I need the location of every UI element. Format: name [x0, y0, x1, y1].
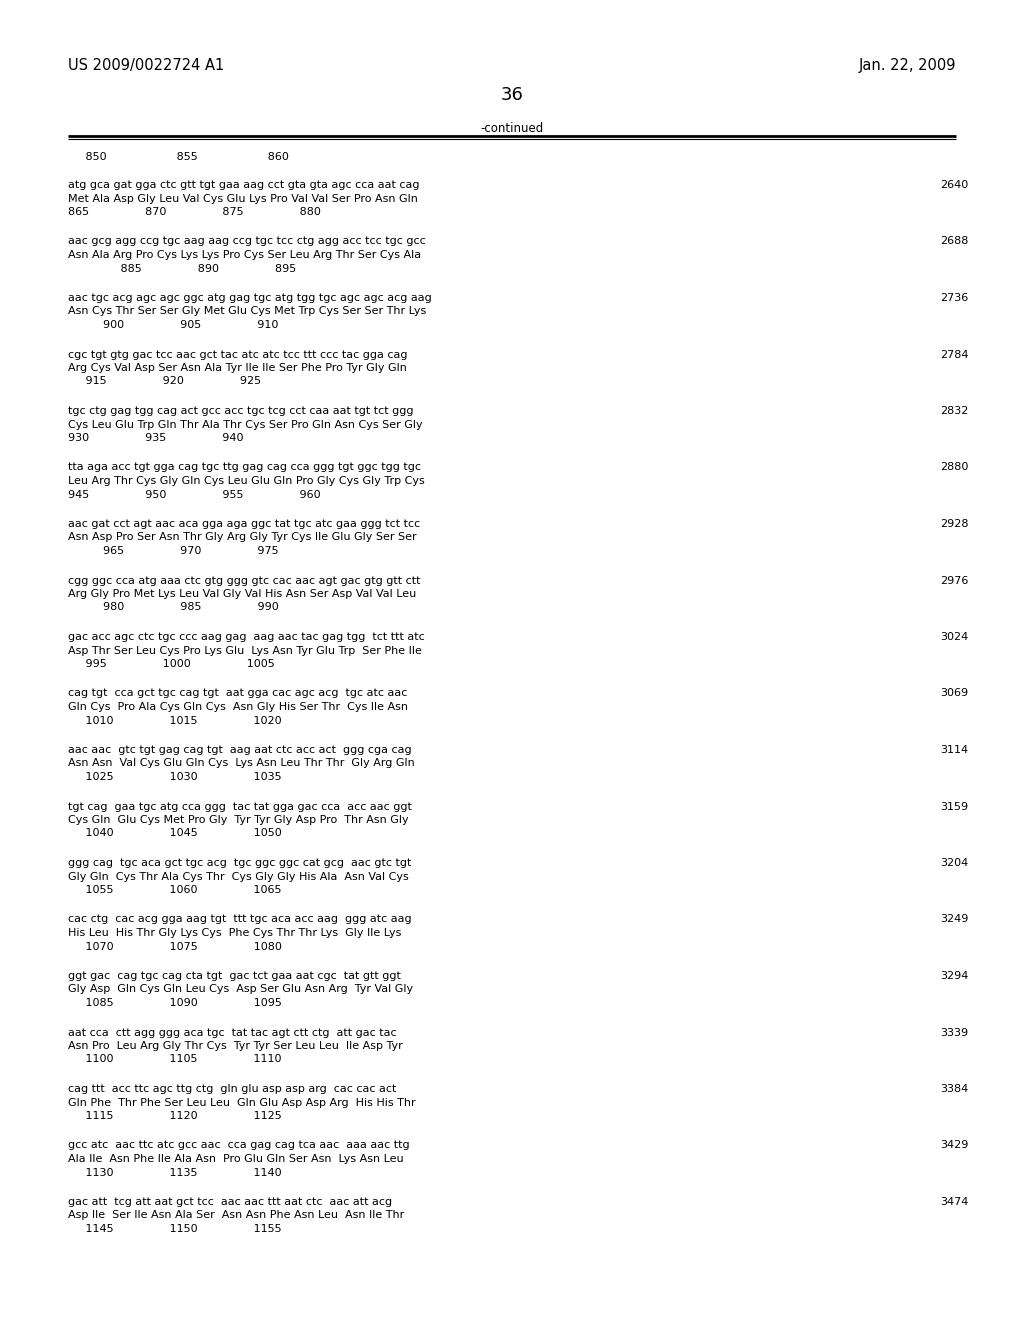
Text: Arg Cys Val Asp Ser Asn Ala Tyr Ile Ile Ser Phe Pro Tyr Gly Gln: Arg Cys Val Asp Ser Asn Ala Tyr Ile Ile … [68, 363, 407, 374]
Text: 865                870                875                880: 865 870 875 880 [68, 207, 321, 216]
Text: Ala Ile  Asn Phe Ile Ala Asn  Pro Glu Gln Ser Asn  Lys Asn Leu: Ala Ile Asn Phe Ile Ala Asn Pro Glu Gln … [68, 1154, 403, 1164]
Text: 1040                1045                1050: 1040 1045 1050 [68, 829, 282, 838]
Text: tgt cag  gaa tgc atg cca ggg  tac tat gga gac cca  acc aac ggt: tgt cag gaa tgc atg cca ggg tac tat gga … [68, 801, 412, 812]
Text: Asn Pro  Leu Arg Gly Thr Cys  Tyr Tyr Ser Leu Leu  Ile Asp Tyr: Asn Pro Leu Arg Gly Thr Cys Tyr Tyr Ser … [68, 1041, 402, 1051]
Text: cag ttt  acc ttc agc ttg ctg  gln glu asp asp arg  cac cac act: cag ttt acc ttc agc ttg ctg gln glu asp … [68, 1084, 396, 1094]
Text: tta aga acc tgt gga cag tgc ttg gag cag cca ggg tgt ggc tgg tgc: tta aga acc tgt gga cag tgc ttg gag cag … [68, 462, 421, 473]
Text: 2784: 2784 [940, 350, 969, 359]
Text: US 2009/0022724 A1: US 2009/0022724 A1 [68, 58, 224, 73]
Text: 945                950                955                960: 945 950 955 960 [68, 490, 321, 499]
Text: 3069: 3069 [940, 689, 968, 698]
Text: 1115                1120                1125: 1115 1120 1125 [68, 1111, 282, 1121]
Text: 1010                1015                1020: 1010 1015 1020 [68, 715, 282, 726]
Text: Jan. 22, 2009: Jan. 22, 2009 [858, 58, 956, 73]
Text: 3114: 3114 [940, 744, 968, 755]
Text: 915                920                925: 915 920 925 [68, 376, 261, 387]
Text: cgc tgt gtg gac tcc aac gct tac atc atc tcc ttt ccc tac gga cag: cgc tgt gtg gac tcc aac gct tac atc atc … [68, 350, 408, 359]
Text: His Leu  His Thr Gly Lys Cys  Phe Cys Thr Thr Lys  Gly Ile Lys: His Leu His Thr Gly Lys Cys Phe Cys Thr … [68, 928, 401, 939]
Text: Asn Cys Thr Ser Ser Gly Met Glu Cys Met Trp Cys Ser Ser Thr Lys: Asn Cys Thr Ser Ser Gly Met Glu Cys Met … [68, 306, 426, 317]
Text: 2928: 2928 [940, 519, 969, 529]
Text: 3429: 3429 [940, 1140, 969, 1151]
Text: 1025                1030                1035: 1025 1030 1035 [68, 772, 282, 781]
Text: aac gat cct agt aac aca gga aga ggc tat tgc atc gaa ggg tct tcc: aac gat cct agt aac aca gga aga ggc tat … [68, 519, 420, 529]
Text: 995                1000                1005: 995 1000 1005 [68, 659, 274, 669]
Text: 850                    855                    860: 850 855 860 [68, 152, 289, 162]
Text: 2688: 2688 [940, 236, 969, 247]
Text: ggg cag  tgc aca gct tgc acg  tgc ggc ggc cat gcg  aac gtc tgt: ggg cag tgc aca gct tgc acg tgc ggc ggc … [68, 858, 412, 869]
Text: cac ctg  cac acg gga aag tgt  ttt tgc aca acc aag  ggg atc aag: cac ctg cac acg gga aag tgt ttt tgc aca … [68, 915, 412, 924]
Text: -continued: -continued [480, 121, 544, 135]
Text: Leu Arg Thr Cys Gly Gln Cys Leu Glu Gln Pro Gly Cys Gly Trp Cys: Leu Arg Thr Cys Gly Gln Cys Leu Glu Gln … [68, 477, 425, 486]
Text: 2640: 2640 [940, 180, 969, 190]
Text: gac att  tcg att aat gct tcc  aac aac ttt aat ctc  aac att acg: gac att tcg att aat gct tcc aac aac ttt … [68, 1197, 392, 1206]
Text: 2976: 2976 [940, 576, 969, 586]
Text: 1145                1150                1155: 1145 1150 1155 [68, 1224, 282, 1234]
Text: Gln Phe  Thr Phe Ser Leu Leu  Gln Glu Asp Asp Arg  His His Thr: Gln Phe Thr Phe Ser Leu Leu Gln Glu Asp … [68, 1097, 416, 1107]
Text: 900                905                910: 900 905 910 [68, 319, 279, 330]
Text: cgg ggc cca atg aaa ctc gtg ggg gtc cac aac agt gac gtg gtt ctt: cgg ggc cca atg aaa ctc gtg ggg gtc cac … [68, 576, 421, 586]
Text: Gly Gln  Cys Thr Ala Cys Thr  Cys Gly Gly His Ala  Asn Val Cys: Gly Gln Cys Thr Ala Cys Thr Cys Gly Gly … [68, 871, 409, 882]
Text: gcc atc  aac ttc atc gcc aac  cca gag cag tca aac  aaa aac ttg: gcc atc aac ttc atc gcc aac cca gag cag … [68, 1140, 410, 1151]
Text: Arg Gly Pro Met Lys Leu Val Gly Val His Asn Ser Asp Val Val Leu: Arg Gly Pro Met Lys Leu Val Gly Val His … [68, 589, 416, 599]
Text: 2832: 2832 [940, 407, 969, 416]
Text: tgc ctg gag tgg cag act gcc acc tgc tcg cct caa aat tgt tct ggg: tgc ctg gag tgg cag act gcc acc tgc tcg … [68, 407, 414, 416]
Text: 980                985                990: 980 985 990 [68, 602, 279, 612]
Text: 3384: 3384 [940, 1084, 969, 1094]
Text: 965                970                975: 965 970 975 [68, 546, 279, 556]
Text: Met Ala Asp Gly Leu Val Cys Glu Lys Pro Val Val Ser Pro Asn Gln: Met Ala Asp Gly Leu Val Cys Glu Lys Pro … [68, 194, 418, 203]
Text: 36: 36 [501, 86, 523, 104]
Text: 1130                1135                1140: 1130 1135 1140 [68, 1167, 282, 1177]
Text: 3294: 3294 [940, 972, 969, 981]
Text: aat cca  ctt agg ggg aca tgc  tat tac agt ctt ctg  att gac tac: aat cca ctt agg ggg aca tgc tat tac agt … [68, 1027, 396, 1038]
Text: Asn Asp Pro Ser Asn Thr Gly Arg Gly Tyr Cys Ile Glu Gly Ser Ser: Asn Asp Pro Ser Asn Thr Gly Arg Gly Tyr … [68, 532, 417, 543]
Text: Cys Leu Glu Trp Gln Thr Ala Thr Cys Ser Pro Gln Asn Cys Ser Gly: Cys Leu Glu Trp Gln Thr Ala Thr Cys Ser … [68, 420, 423, 429]
Text: 3474: 3474 [940, 1197, 969, 1206]
Text: aac gcg agg ccg tgc aag aag ccg tgc tcc ctg agg acc tcc tgc gcc: aac gcg agg ccg tgc aag aag ccg tgc tcc … [68, 236, 426, 247]
Text: 1070                1075                1080: 1070 1075 1080 [68, 941, 282, 952]
Text: ggt gac  cag tgc cag cta tgt  gac tct gaa aat cgc  tat gtt ggt: ggt gac cag tgc cag cta tgt gac tct gaa … [68, 972, 400, 981]
Text: gac acc agc ctc tgc ccc aag gag  aag aac tac gag tgg  tct ttt atc: gac acc agc ctc tgc ccc aag gag aag aac … [68, 632, 425, 642]
Text: 1055                1060                1065: 1055 1060 1065 [68, 884, 282, 895]
Text: 3204: 3204 [940, 858, 969, 869]
Text: 1100                1105                1110: 1100 1105 1110 [68, 1055, 282, 1064]
Text: 885                890                895: 885 890 895 [68, 264, 296, 273]
Text: Asn Asn  Val Cys Glu Gln Cys  Lys Asn Leu Thr Thr  Gly Arg Gln: Asn Asn Val Cys Glu Gln Cys Lys Asn Leu … [68, 759, 415, 768]
Text: 2880: 2880 [940, 462, 969, 473]
Text: Asp Thr Ser Leu Cys Pro Lys Glu  Lys Asn Tyr Glu Trp  Ser Phe Ile: Asp Thr Ser Leu Cys Pro Lys Glu Lys Asn … [68, 645, 422, 656]
Text: 3024: 3024 [940, 632, 969, 642]
Text: 3159: 3159 [940, 801, 968, 812]
Text: 1085                1090                1095: 1085 1090 1095 [68, 998, 282, 1008]
Text: cag tgt  cca gct tgc cag tgt  aat gga cac agc acg  tgc atc aac: cag tgt cca gct tgc cag tgt aat gga cac … [68, 689, 408, 698]
Text: Gln Cys  Pro Ala Cys Gln Cys  Asn Gly His Ser Thr  Cys Ile Asn: Gln Cys Pro Ala Cys Gln Cys Asn Gly His … [68, 702, 408, 711]
Text: 3249: 3249 [940, 915, 969, 924]
Text: 3339: 3339 [940, 1027, 968, 1038]
Text: Asp Ile  Ser Ile Asn Ala Ser  Asn Asn Phe Asn Leu  Asn Ile Thr: Asp Ile Ser Ile Asn Ala Ser Asn Asn Phe … [68, 1210, 404, 1221]
Text: Gly Asp  Gln Cys Gln Leu Cys  Asp Ser Glu Asn Arg  Tyr Val Gly: Gly Asp Gln Cys Gln Leu Cys Asp Ser Glu … [68, 985, 413, 994]
Text: 930                935                940: 930 935 940 [68, 433, 244, 444]
Text: Asn Ala Arg Pro Cys Lys Lys Pro Cys Ser Leu Arg Thr Ser Cys Ala: Asn Ala Arg Pro Cys Lys Lys Pro Cys Ser … [68, 249, 421, 260]
Text: aac aac  gtc tgt gag cag tgt  aag aat ctc acc act  ggg cga cag: aac aac gtc tgt gag cag tgt aag aat ctc … [68, 744, 412, 755]
Text: 2736: 2736 [940, 293, 969, 304]
Text: atg gca gat gga ctc gtt tgt gaa aag cct gta gta agc cca aat cag: atg gca gat gga ctc gtt tgt gaa aag cct … [68, 180, 420, 190]
Text: aac tgc acg agc agc ggc atg gag tgc atg tgg tgc agc agc acg aag: aac tgc acg agc agc ggc atg gag tgc atg … [68, 293, 432, 304]
Text: Cys Gln  Glu Cys Met Pro Gly  Tyr Tyr Gly Asp Pro  Thr Asn Gly: Cys Gln Glu Cys Met Pro Gly Tyr Tyr Gly … [68, 814, 409, 825]
